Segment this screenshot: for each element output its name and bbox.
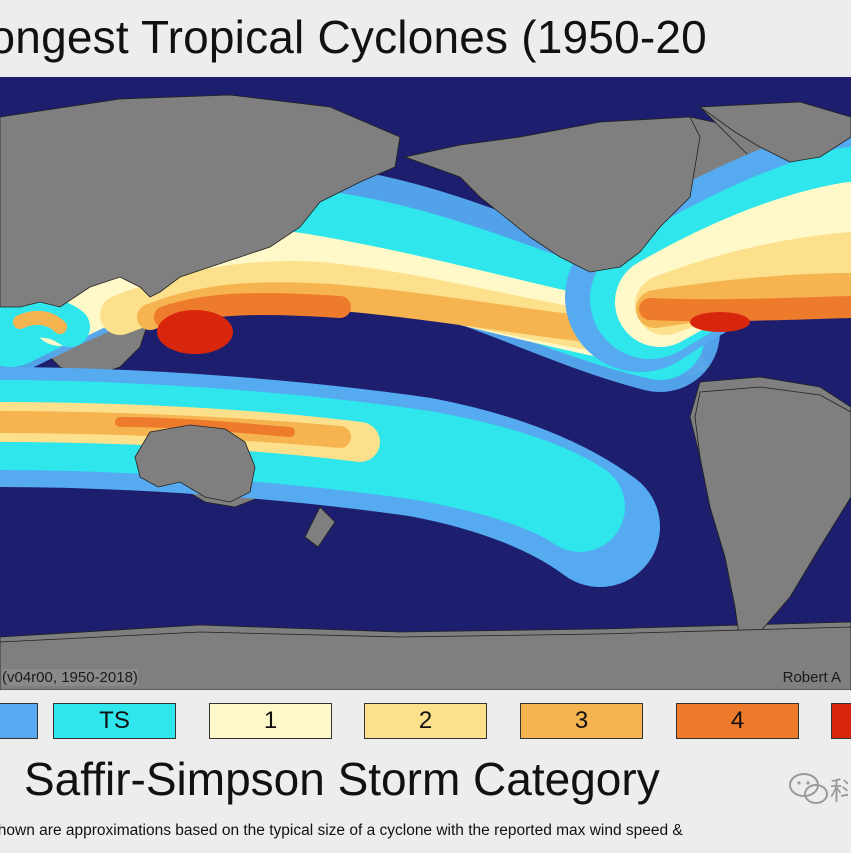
map-title: rongest Tropical Cyclones (1950-20 (0, 11, 707, 63)
legend-cat4: 4 (676, 703, 799, 739)
track-cat4-atl (639, 296, 851, 322)
footnote: s shown are approximations based on the … (0, 822, 683, 839)
legend-cat2: 2 (364, 703, 487, 739)
track-cat5-npac (157, 310, 233, 354)
legend-ts: TS (53, 703, 176, 739)
legend-td (0, 703, 38, 739)
track-cat3-nind (13, 310, 67, 334)
author-label: Robert A (782, 669, 841, 686)
data-source-label: (v04r00, 1950-2018) (2, 669, 138, 686)
land-new-zealand (304, 506, 336, 548)
legend-cat1: 1 (209, 703, 332, 739)
track-cat5-atl (690, 312, 750, 332)
watermark-text: 科 (830, 777, 848, 807)
legend-title: Saffir-Simpson Storm Category (24, 753, 660, 805)
track-cat4-spac (115, 417, 295, 437)
legend-cat3: 3 (520, 703, 643, 739)
legend-cat5 (831, 703, 851, 739)
cyclone-map (0, 77, 851, 690)
wechat-icon: 科 (789, 773, 848, 807)
land-overlay (0, 94, 851, 690)
